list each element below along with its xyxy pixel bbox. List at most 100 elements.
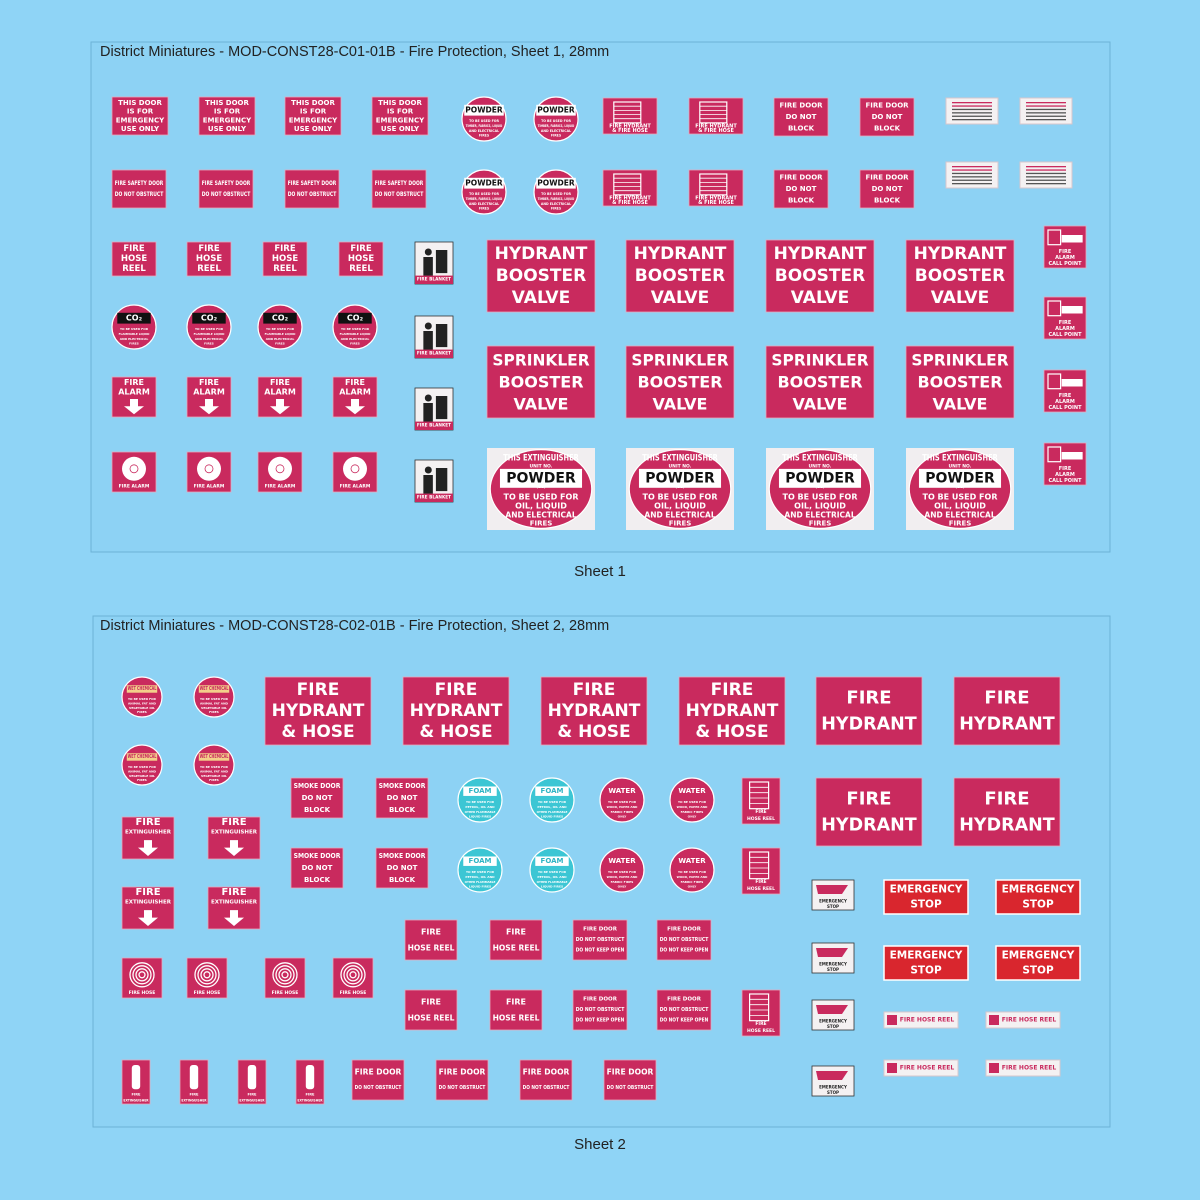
sign-text: FIRE DOOR bbox=[583, 996, 618, 1002]
sign-text: DO NOT bbox=[387, 794, 418, 802]
sign-text: EMERGENCY bbox=[890, 883, 963, 895]
sign-icon bbox=[272, 962, 298, 988]
sign-text: & HOSE bbox=[557, 722, 630, 742]
sign-text: HYDRANT bbox=[959, 713, 1055, 734]
sign-text: EXTINGUISHER bbox=[239, 1098, 264, 1102]
sign-icon bbox=[349, 971, 357, 979]
sign-plate bbox=[883, 945, 969, 981]
sign-text: TO BE USED FOR bbox=[466, 870, 495, 874]
sign-text: WATER bbox=[608, 857, 636, 865]
sign-plate bbox=[284, 96, 342, 136]
sign-text: EMERGENCY bbox=[1002, 883, 1075, 895]
sign-text: ONLY bbox=[688, 885, 698, 889]
sign-text: TIMBER, FABRICS, LIQUID bbox=[466, 197, 503, 201]
sign-text: & FIRE HOSE bbox=[612, 200, 648, 206]
sign-text: HYDRANT bbox=[774, 244, 867, 264]
sign-text: UNIT NO. bbox=[669, 463, 692, 469]
sign-text: FIRE bbox=[1059, 393, 1072, 399]
sign: FIRE BLANKET bbox=[414, 387, 454, 431]
sign-text: FIRE bbox=[573, 680, 616, 700]
sign-text: TO BE USED FOR bbox=[200, 697, 229, 701]
sign-text: FIRE bbox=[135, 817, 160, 828]
sign-text: ALARM bbox=[1055, 326, 1075, 332]
sign: FIRE DOOR DO NOT OBSTRUCT DO NOT KEEP OPEN bbox=[656, 919, 712, 961]
sign-text: WATER bbox=[608, 787, 636, 795]
sign-text: LIQUID FIRES bbox=[541, 815, 563, 819]
sign-plate bbox=[815, 777, 923, 847]
sign-text: ALARM bbox=[1055, 255, 1075, 261]
sign-text: FIRE bbox=[305, 1093, 315, 1097]
sign-text: HOSE bbox=[272, 254, 298, 264]
sign-text: DO NOT KEEP OPEN bbox=[576, 1018, 625, 1024]
sign: EMERGENCY STOP bbox=[883, 945, 969, 981]
sign-text: HOSE bbox=[121, 254, 147, 264]
sign-icon bbox=[275, 965, 295, 985]
sign-text: HOSE REEL bbox=[747, 1028, 775, 1034]
sign-text: POWDER bbox=[537, 106, 574, 115]
sign-text: FIRE bbox=[984, 688, 1029, 709]
sign-plate bbox=[859, 97, 915, 137]
sign-text: OTHER FLAMMABLE bbox=[537, 880, 568, 884]
sign-text: VEGETABLE OIL bbox=[201, 706, 227, 710]
sign-text: HOSE REEL bbox=[747, 886, 775, 892]
sign: FIRE HYDRANT bbox=[953, 676, 1061, 746]
sign-text: FIRES bbox=[209, 778, 219, 782]
sign-text: FIRE DOOR bbox=[583, 926, 618, 932]
sign-text: AND ELECTRICAL bbox=[924, 511, 995, 520]
sign-text: AND ELECTRICAL bbox=[341, 337, 370, 341]
sign-text: & HOSE bbox=[281, 722, 354, 742]
sign-text: FABRIC FIRES bbox=[681, 810, 704, 814]
sign-text: (BE) bbox=[955, 484, 965, 489]
sign-band bbox=[675, 786, 709, 796]
sign-text: FIRE bbox=[123, 244, 145, 254]
sign-plate bbox=[859, 169, 915, 209]
sign-text: WET CHEMICAL bbox=[200, 686, 229, 692]
sign-text: SMOKE DOOR bbox=[379, 852, 426, 860]
sign-text: BLOCK bbox=[788, 124, 815, 132]
sign-plate bbox=[883, 1011, 959, 1029]
sign-text: EMERGENCY bbox=[376, 116, 425, 124]
sign: FIRE HOSE REEL bbox=[404, 989, 458, 1031]
sign-text: BOOSTER bbox=[635, 266, 725, 286]
sign-text: FIRES bbox=[479, 134, 490, 138]
sign-band bbox=[117, 312, 151, 324]
sign-text: BLOCK bbox=[874, 124, 901, 132]
sign-text: FIRE SAFETY DOOR bbox=[115, 180, 164, 187]
sign-icon bbox=[122, 456, 146, 481]
sign-text: CO₂ bbox=[272, 314, 289, 323]
sheet-caption: Sheet 2 bbox=[574, 1136, 626, 1153]
sign: FIRE SAFETY DOOR DO NOT OBSTRUCT bbox=[284, 169, 340, 209]
sign-plate bbox=[883, 1059, 959, 1077]
sign-text: POWDER bbox=[465, 106, 502, 115]
sign-text: POWDER bbox=[465, 179, 502, 188]
sign-text: DO NOT OBSTRUCT bbox=[355, 1085, 402, 1091]
sign-icon bbox=[423, 331, 433, 350]
sign-plate bbox=[688, 169, 744, 207]
sign-text: TO BE USED FOR bbox=[541, 119, 571, 123]
sign-text: FIRE ALARM bbox=[340, 484, 371, 490]
sign-band bbox=[126, 685, 158, 693]
sign-text: FIRE SAFETY DOOR bbox=[375, 180, 424, 187]
sign-text: FLAMMABLE LIQUID bbox=[119, 332, 150, 336]
sign-text: WET CHEMICAL bbox=[128, 686, 157, 692]
sign-text: THIS EXTINGUISHER bbox=[922, 454, 998, 464]
sign-icon bbox=[345, 399, 365, 415]
sign-band bbox=[464, 177, 504, 189]
sign-text: FIRE HOSE REEL bbox=[900, 1065, 955, 1072]
sign bbox=[945, 161, 999, 189]
sign-text: FIRE bbox=[274, 244, 296, 254]
sign-band bbox=[499, 468, 583, 488]
sign: EMERGENCY STOP bbox=[883, 879, 969, 915]
sign-plate bbox=[519, 1059, 573, 1101]
sign-icon bbox=[424, 466, 432, 474]
sign-plate bbox=[489, 919, 543, 961]
sign-text: AND ELECTRICAL bbox=[541, 202, 571, 206]
sign-text: STOP bbox=[827, 967, 839, 972]
sign-text: DO NOT bbox=[302, 864, 333, 872]
